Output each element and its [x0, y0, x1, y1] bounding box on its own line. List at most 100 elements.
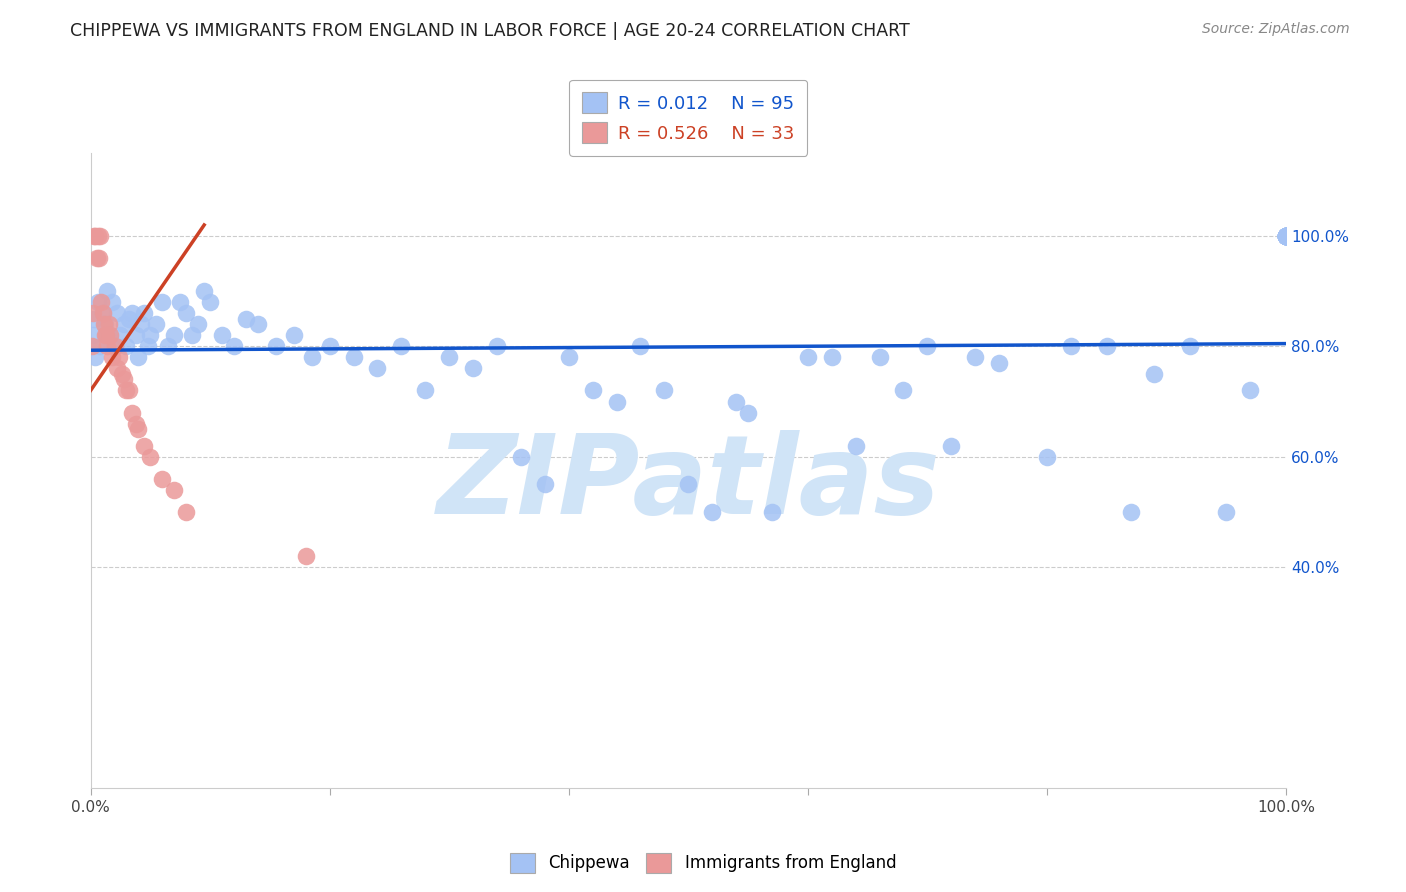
Point [108, 351, 131, 365]
Point [91, 306, 114, 320]
Point [87, 251, 110, 265]
Point [96, 284, 118, 298]
Point [1275, 229, 1298, 244]
Point [82, 328, 104, 343]
Point [246, 318, 269, 332]
Point [139, 328, 162, 343]
Point [702, 505, 724, 519]
Point [145, 318, 167, 332]
Point [86, 251, 108, 265]
Point [105, 361, 128, 376]
Text: ZIPatlas: ZIPatlas [436, 430, 941, 537]
Point [264, 339, 287, 353]
Point [534, 477, 557, 491]
Point [125, 328, 148, 343]
Point [91, 306, 114, 320]
Point [174, 505, 197, 519]
Point [111, 367, 134, 381]
Point [127, 351, 149, 365]
Point [121, 306, 143, 320]
Point [115, 384, 138, 398]
Point [174, 306, 197, 320]
Point [222, 339, 245, 353]
Point [87, 229, 110, 244]
Point [1275, 229, 1298, 244]
Point [413, 384, 436, 398]
Point [94, 318, 117, 332]
Point [181, 328, 204, 343]
Point [98, 328, 121, 343]
Point [96, 328, 118, 343]
Point [150, 472, 173, 486]
Point [1275, 229, 1298, 244]
Point [84, 351, 107, 365]
Point [235, 311, 257, 326]
Point [737, 406, 759, 420]
Point [725, 394, 748, 409]
Point [294, 549, 316, 563]
Point [94, 328, 117, 343]
Point [82, 306, 104, 320]
Point [1239, 384, 1261, 398]
Point [198, 295, 221, 310]
Point [1036, 450, 1059, 464]
Point [187, 318, 209, 332]
Point [1143, 367, 1166, 381]
Point [1275, 229, 1298, 244]
Point [301, 351, 323, 365]
Point [845, 439, 868, 453]
Point [150, 295, 173, 310]
Point [129, 318, 152, 332]
Point [1060, 339, 1083, 353]
Point [678, 477, 700, 491]
Point [582, 384, 605, 398]
Point [941, 439, 963, 453]
Point [797, 351, 820, 365]
Point [125, 417, 148, 431]
Point [90, 295, 112, 310]
Point [163, 483, 186, 497]
Point [1275, 229, 1298, 244]
Point [157, 339, 180, 353]
Point [558, 351, 581, 365]
Point [121, 406, 143, 420]
Point [893, 384, 915, 398]
Point [1275, 229, 1298, 244]
Point [80, 339, 103, 353]
Point [98, 328, 121, 343]
Point [136, 339, 159, 353]
Point [1275, 229, 1298, 244]
Point [112, 372, 135, 386]
Point [83, 311, 105, 326]
Point [110, 328, 132, 343]
Point [342, 351, 364, 365]
Point [87, 295, 110, 310]
Point [366, 361, 388, 376]
Point [1275, 229, 1298, 244]
Point [1275, 229, 1298, 244]
Point [486, 339, 509, 353]
Point [1215, 505, 1237, 519]
Point [89, 229, 111, 244]
Point [654, 384, 676, 398]
Point [1275, 229, 1298, 244]
Point [139, 450, 162, 464]
Point [112, 318, 135, 332]
Point [439, 351, 461, 365]
Point [97, 318, 120, 332]
Point [1095, 339, 1118, 353]
Point [318, 339, 340, 353]
Point [917, 339, 939, 353]
Point [1275, 229, 1298, 244]
Point [83, 229, 105, 244]
Point [1275, 229, 1298, 244]
Point [118, 384, 141, 398]
Point [127, 422, 149, 436]
Point [1275, 229, 1298, 244]
Point [103, 339, 125, 353]
Point [101, 351, 124, 365]
Point [1275, 229, 1298, 244]
Point [163, 328, 186, 343]
Point [630, 339, 652, 353]
Point [389, 339, 412, 353]
